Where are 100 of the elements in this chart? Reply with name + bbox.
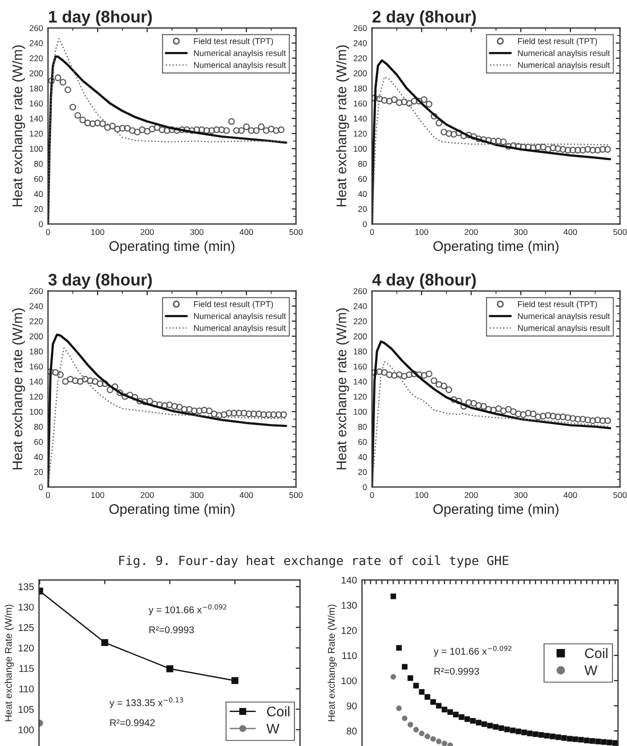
x-tick-label: 300	[514, 492, 528, 498]
y-tick-label: 80	[346, 728, 357, 735]
chart-title: 2 day (8hour)	[372, 10, 476, 26]
legend-label: Numerical anaylsis result	[518, 62, 610, 70]
y-tick-label: 260	[354, 288, 367, 294]
y-tick-label: 60	[34, 176, 43, 182]
x-tick-label: 0	[46, 229, 50, 235]
y-tick-label: 90	[346, 702, 357, 710]
y-tick-label: 120	[30, 394, 43, 400]
x-tick-label: 500	[613, 492, 627, 498]
y-tick-label: 180	[30, 86, 43, 92]
y-tick-label: 240	[354, 40, 367, 46]
x-axis-title: Operating time (min)	[109, 240, 234, 254]
y-tick-label: 160	[30, 364, 43, 370]
y-tick-label: 100	[30, 146, 43, 152]
y-tick-label: 20	[358, 469, 367, 476]
y-tick-label: 140	[354, 116, 367, 122]
y-axis-title: Heat exchange rate (W/m)	[12, 45, 26, 206]
y-tick-label: 200	[30, 333, 43, 340]
y-axis-title: Heat exchange rate (W/m)	[12, 308, 26, 470]
y-axis-title: Heat exchange Rate (W/m)	[4, 604, 14, 722]
legend-label: Numerical anaylsis result	[518, 324, 610, 333]
caption: Fig. 9. Four-day heat exchange rate of coil type GHE	[119, 555, 508, 568]
annotation: y = 101.66 x$^{−0.092}$	[434, 646, 512, 657]
y-tick-label: 240	[30, 303, 43, 310]
y-tick-label: 140	[354, 378, 367, 385]
x-tick-label: 200	[140, 229, 154, 235]
y-tick-label: 100	[354, 408, 367, 415]
y-tick-label: 20	[358, 206, 367, 212]
annotation: y = 101.66 x$^{−0.092}$	[148, 604, 226, 616]
legend-label: Field test result (TPT)	[518, 301, 597, 309]
y-tick-label: 100	[342, 677, 357, 684]
annotation: R²=0.9942	[110, 719, 155, 726]
y-axis-title: Heat exchange rate (W/m)	[336, 45, 350, 206]
y-tick-label: 115	[19, 665, 34, 672]
y-tick-label: 160	[354, 364, 367, 370]
y-tick-label: 60	[34, 438, 43, 445]
y-tick-label: 220	[354, 55, 367, 62]
y-tick-label: 60	[358, 438, 367, 445]
x-tick-label: 300	[514, 229, 528, 235]
y-tick-label: 120	[354, 394, 367, 400]
y-tick-label: 110	[342, 652, 357, 660]
x-tick-label: 200	[464, 229, 478, 235]
y-tick-label: 180	[354, 86, 367, 92]
legend-label: Numerical anaylsis result	[194, 324, 286, 333]
y-tick-label: 160	[30, 100, 43, 106]
legend-label: Numerical anaylsis result	[194, 62, 286, 70]
y-tick-label: 260	[354, 25, 367, 32]
x-tick-label: 100	[415, 492, 428, 498]
y-tick-label: 220	[30, 318, 43, 324]
y-tick-label: 40	[34, 454, 43, 460]
x-tick-label: 200	[464, 492, 478, 498]
y-tick-label: 240	[354, 303, 367, 310]
annotation: y = 133.35 x$^{−0.13}$	[109, 697, 184, 708]
y-tick-label: 40	[358, 454, 367, 460]
y-tick-label: 200	[354, 70, 367, 76]
y-tick-label: 80	[34, 424, 43, 430]
legend-label: Coil	[267, 706, 290, 716]
y-tick-label: 130	[342, 602, 357, 609]
legend-label: Coil	[585, 648, 608, 658]
y-tick-label: 125	[18, 624, 34, 632]
y-tick-label: 20	[34, 469, 43, 476]
y-tick-label: 105	[18, 706, 34, 713]
x-tick-label: 400	[564, 492, 578, 498]
y-tick-label: 220	[354, 318, 367, 324]
y-tick-label: 40	[358, 191, 367, 197]
annotation: R²=0.9993	[434, 668, 479, 675]
y-tick-label: 0	[362, 484, 367, 490]
y-tick-label: 220	[30, 55, 43, 62]
legend-label: Field test result (TPT)	[518, 38, 597, 46]
legend-label: Field test result (TPT)	[194, 301, 273, 309]
y-tick-label: 80	[358, 424, 367, 430]
y-tick-label: 80	[358, 160, 367, 167]
x-tick-label: 300	[190, 492, 204, 498]
legend-label: Numerical anaylsis result	[194, 312, 286, 321]
y-tick-label: 0	[38, 221, 43, 228]
y-tick-label: 180	[354, 348, 367, 354]
y-tick-label: 120	[18, 644, 34, 652]
y-tick-label: 100	[30, 408, 43, 415]
x-tick-label: 100	[415, 229, 428, 235]
chart-title: 1 day (8hour)	[49, 10, 152, 26]
y-tick-label: 180	[30, 348, 43, 354]
y-tick-label: 120	[342, 627, 357, 634]
y-tick-label: 260	[30, 25, 43, 32]
chart-title: 4 day (8hour)	[372, 273, 476, 289]
legend-label: Numerical anaylsis result	[194, 50, 286, 58]
y-tick-label: 0	[362, 221, 367, 228]
y-tick-label: 200	[354, 333, 367, 340]
y-tick-label: 140	[342, 576, 357, 584]
legend-label: Numerical anaylsis result	[518, 312, 610, 321]
y-tick-label: 140	[30, 116, 43, 122]
y-tick-label: 110	[19, 685, 34, 692]
legend-label: Numerical anaylsis result	[518, 50, 610, 58]
y-tick-label: 200	[30, 70, 43, 76]
chart-title: 3 day (8hour)	[48, 273, 152, 289]
y-tick-label: 120	[354, 130, 367, 137]
legend-label: W	[266, 724, 280, 734]
y-tick-label: 240	[30, 40, 43, 46]
x-tick-label: 400	[240, 492, 254, 498]
x-axis-title: Operating time (min)	[109, 504, 234, 517]
